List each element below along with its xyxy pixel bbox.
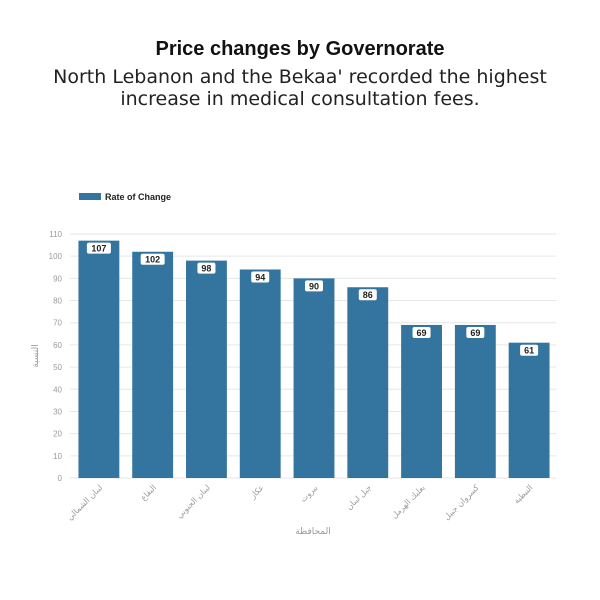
x-tick-label: عكار xyxy=(248,483,266,501)
x-tick-label: البقاع xyxy=(139,483,158,502)
data-label: 98 xyxy=(201,264,211,274)
legend: Rate of Change xyxy=(79,192,171,202)
y-axis-label: النسبة xyxy=(31,344,41,368)
data-label-badge xyxy=(251,271,270,283)
y-tick-label: 30 xyxy=(53,407,62,416)
x-axis-label: المحافظة xyxy=(295,527,331,537)
data-label-badge xyxy=(197,262,216,274)
x-tick-label: لبنان الجنوبي xyxy=(175,483,212,520)
chart-title: Price changes by Governorate xyxy=(155,38,445,60)
y-axis-ticks: 0 10 20 30 40 50 60 70 80 90 100 110 xyxy=(49,230,63,483)
bar xyxy=(347,287,389,478)
data-label: 69 xyxy=(417,328,427,338)
data-label-badge xyxy=(305,280,323,292)
data-labels: 107 102 98 94 90 86 69 69 61 xyxy=(86,242,539,356)
y-tick-label: 40 xyxy=(53,385,62,394)
x-tick-label: كسروان جبيل xyxy=(442,483,481,522)
bar xyxy=(78,240,120,478)
bar xyxy=(293,278,335,478)
data-label-badge xyxy=(140,253,165,265)
bar xyxy=(132,251,174,478)
bar xyxy=(508,342,550,478)
x-tick-label: بعلبك الهرمل xyxy=(390,483,427,520)
data-label-badge xyxy=(412,326,431,338)
data-label: 86 xyxy=(363,290,373,300)
data-label-badge xyxy=(358,289,377,301)
x-axis-ticks: لبنان الشمالي البقاع لبنان الجنوبي عكار بيرو… xyxy=(65,483,534,522)
y-tick-label: 50 xyxy=(53,363,62,372)
bars xyxy=(78,240,550,478)
data-label: 94 xyxy=(255,272,265,282)
y-tick-label: 80 xyxy=(53,297,62,306)
data-label: 69 xyxy=(470,328,480,338)
x-tick-label: النبطية xyxy=(512,483,534,505)
bar xyxy=(454,324,496,478)
chart-subtitle: North Lebanon and the Bekaa' recorded th… xyxy=(53,66,547,110)
x-tick-label: جبل لبنان xyxy=(345,483,374,512)
y-tick-label: 90 xyxy=(53,274,62,283)
bar xyxy=(186,260,227,478)
data-label: 102 xyxy=(145,255,160,265)
data-label: 107 xyxy=(91,244,106,254)
y-tick-label: 0 xyxy=(58,474,63,483)
y-tick-label: 20 xyxy=(53,430,62,439)
y-tick-label: 70 xyxy=(53,319,62,328)
legend-label: Rate of Change xyxy=(105,192,171,202)
data-label-badge xyxy=(520,344,539,356)
legend-swatch xyxy=(79,193,101,200)
y-tick-label: 60 xyxy=(53,341,62,350)
y-tick-label: 100 xyxy=(49,252,63,261)
x-tick-label: لبنان الشمالي xyxy=(65,483,104,522)
y-tick-label: 10 xyxy=(53,452,62,461)
data-label-badge xyxy=(466,326,485,338)
x-tick-label: بيروت xyxy=(299,483,320,504)
bar xyxy=(239,269,281,478)
data-label: 90 xyxy=(309,281,319,291)
data-label: 61 xyxy=(524,346,534,356)
y-tick-label: 110 xyxy=(49,230,62,239)
bar xyxy=(401,324,442,478)
data-label-badge xyxy=(86,242,111,254)
